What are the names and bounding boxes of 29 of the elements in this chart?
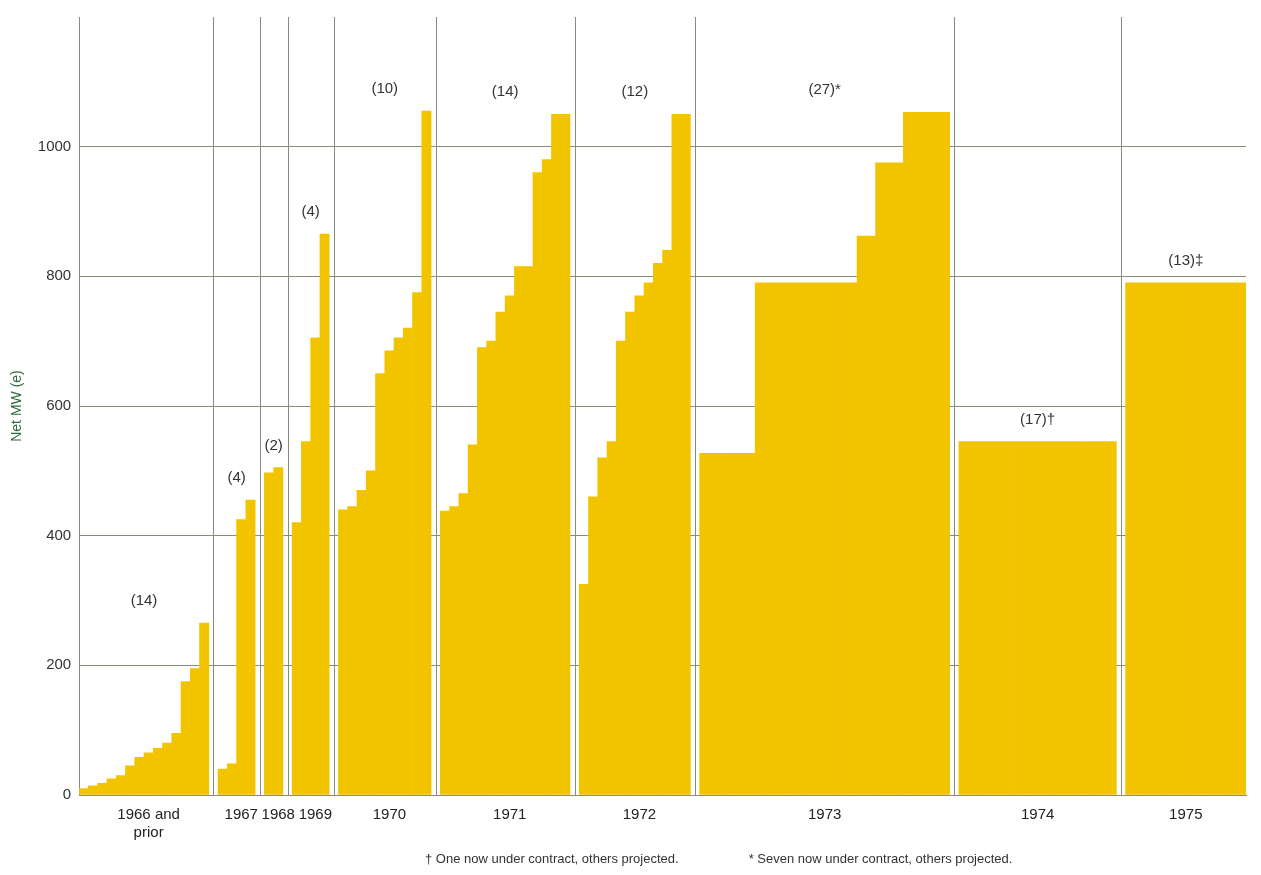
x-tick-label: 1966 and prior — [117, 805, 180, 841]
annotation: (13)‡ — [1168, 250, 1204, 268]
annotation: (14) — [130, 591, 158, 609]
annotation: (14) — [491, 82, 519, 100]
text: * Seven now under contract, others projected. — [748, 851, 1013, 866]
y-tick-label: 200 — [46, 655, 72, 673]
y-tick-label: 0 — [62, 785, 72, 803]
annotation: (2) — [264, 435, 283, 453]
x-tick-label: 1973 — [807, 805, 842, 823]
x-tick-label: 1972 — [622, 805, 657, 823]
text: † One now under contract, others projected. — [425, 851, 679, 866]
annotation: (12) — [621, 82, 649, 100]
annotation: (17)† — [1020, 409, 1056, 427]
y-tick-label: 400 — [46, 525, 72, 543]
annotation: (27)* — [808, 80, 842, 98]
x-tick-label: 1971 — [493, 805, 527, 823]
annotation: (4) — [301, 202, 320, 220]
y-axis-title: Net MW (e) — [8, 370, 25, 442]
x-tick-label: 1968 — [261, 805, 295, 823]
x-tick-label: 1969 — [298, 805, 332, 823]
annotation: (10) — [371, 79, 399, 97]
annotation: (4) — [227, 468, 246, 486]
x-tick-label: 1967 — [224, 805, 258, 823]
y-tick-label: 600 — [46, 396, 72, 414]
x-tick-label: 1974 — [1020, 805, 1055, 823]
y-tick-label: 1000 — [37, 136, 72, 154]
x-tick-label: 1970 — [372, 805, 407, 823]
x-tick-label: 1975 — [1169, 805, 1203, 823]
y-tick-label: 800 — [46, 266, 72, 284]
